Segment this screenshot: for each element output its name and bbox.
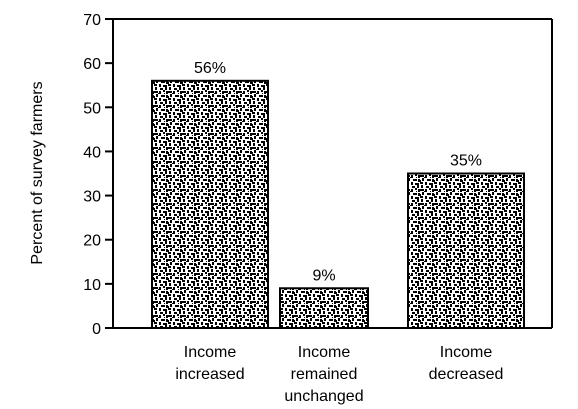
y-tick-label: 30 — [83, 189, 101, 206]
x-category-label: Income — [298, 344, 351, 361]
x-category-label: increased — [175, 366, 244, 383]
x-category-label: unchanged — [284, 388, 363, 405]
y-axis-title: Percent of survey farmers — [29, 81, 46, 264]
y-tick-label: 60 — [83, 56, 101, 73]
y-axis: 0 10 20 30 40 50 60 70 — [83, 12, 553, 338]
y-tick-label: 20 — [83, 233, 101, 250]
x-category-label: Income — [184, 344, 237, 361]
y-tick-label: 40 — [83, 144, 101, 161]
bar-data-label: 56% — [194, 60, 226, 77]
bars: 56% 9% 35% — [151, 60, 525, 329]
y-tick-label: 50 — [83, 100, 101, 117]
x-axis: Income increased Income remained unchanged In… — [113, 327, 552, 405]
bar — [151, 79, 269, 329]
bar — [279, 287, 369, 329]
y-tick-label: 0 — [92, 321, 101, 338]
bar-data-label: 9% — [312, 267, 335, 284]
y-tick-label: 70 — [83, 12, 101, 29]
x-category-label: Income — [440, 344, 493, 361]
bar — [407, 172, 525, 329]
bar-data-label: 35% — [450, 153, 482, 170]
y-tick-label: 10 — [83, 277, 101, 294]
x-category-label: decreased — [429, 366, 504, 383]
x-category-label: remained — [291, 366, 358, 383]
